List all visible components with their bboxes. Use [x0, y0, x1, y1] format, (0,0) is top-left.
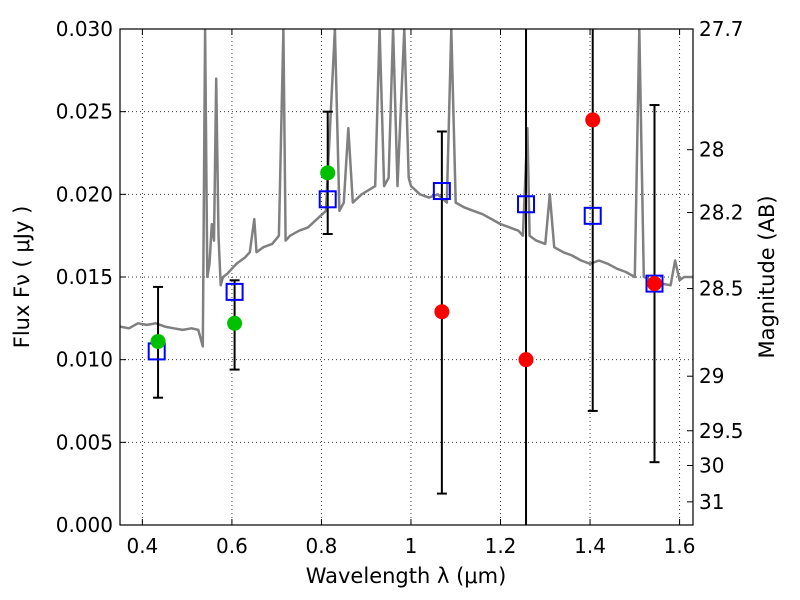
- y-axis: 0.000 0.005 0.010 0.015 0.020 0.025 0.030: [56, 17, 126, 537]
- y-tick-label: 0.010: [56, 348, 113, 372]
- right-tick-label: 30: [699, 453, 724, 477]
- y-tick-label: 0.005: [56, 430, 113, 454]
- y-tick-label: 0.030: [56, 17, 113, 41]
- y-tick-label: 0.025: [56, 100, 113, 124]
- y-tick-label: 0.015: [56, 265, 113, 289]
- right-tick-label: 29: [699, 364, 724, 388]
- red-circle-marker: [518, 352, 534, 368]
- x-tick-label: 1.4: [574, 534, 606, 558]
- model-square-marker: [583, 206, 602, 225]
- spectrum-line: [120, 29, 693, 348]
- spectrum-series: [120, 29, 693, 348]
- right-tick-label: 31: [699, 490, 724, 514]
- green-circle-marker: [150, 333, 166, 349]
- right-tick-label: 29.5: [699, 419, 744, 443]
- model-square-marker: [318, 190, 337, 209]
- green-circle-marker: [320, 165, 336, 181]
- y-tick-label: 0.020: [56, 182, 113, 206]
- right-axis-title: Magnitude (AB): [755, 195, 779, 358]
- model-square-marker: [432, 182, 451, 201]
- right-tick-label: 27.7: [699, 17, 744, 41]
- right-tick-label: 28.5: [699, 277, 744, 301]
- model-square-marker: [225, 282, 244, 301]
- y-axis-title: Flux Fν ( μJy ): [10, 206, 34, 349]
- x-axis-title: Wavelength λ (μm): [306, 564, 507, 588]
- x-tick-label: 1.6: [664, 534, 696, 558]
- x-tick-label: 1.2: [485, 534, 517, 558]
- green-circle-marker: [227, 315, 243, 331]
- x-tick-label: 1: [405, 534, 418, 558]
- model-square-marker: [645, 274, 664, 293]
- right-tick-label: 28.2: [699, 201, 744, 225]
- x-tick-label: 0.8: [306, 534, 338, 558]
- red-circle-marker: [585, 112, 601, 128]
- red-circle-marker: [434, 304, 450, 320]
- red-circle-marker: [647, 276, 663, 292]
- right-tick-label: 28: [699, 138, 724, 162]
- x-axis: 0.4 0.6 0.8 1 1.2 1.4 1.6: [126, 29, 695, 558]
- model-square-marker: [517, 195, 536, 214]
- data-markers: [147, 112, 664, 368]
- y-tick-label: 0.000: [56, 513, 113, 537]
- x-tick-label: 0.6: [216, 534, 248, 558]
- right-magnitude-axis: 27.7 28 28.2 28.5 29 29.5 30 31: [687, 17, 744, 514]
- x-tick-label: 0.4: [126, 534, 158, 558]
